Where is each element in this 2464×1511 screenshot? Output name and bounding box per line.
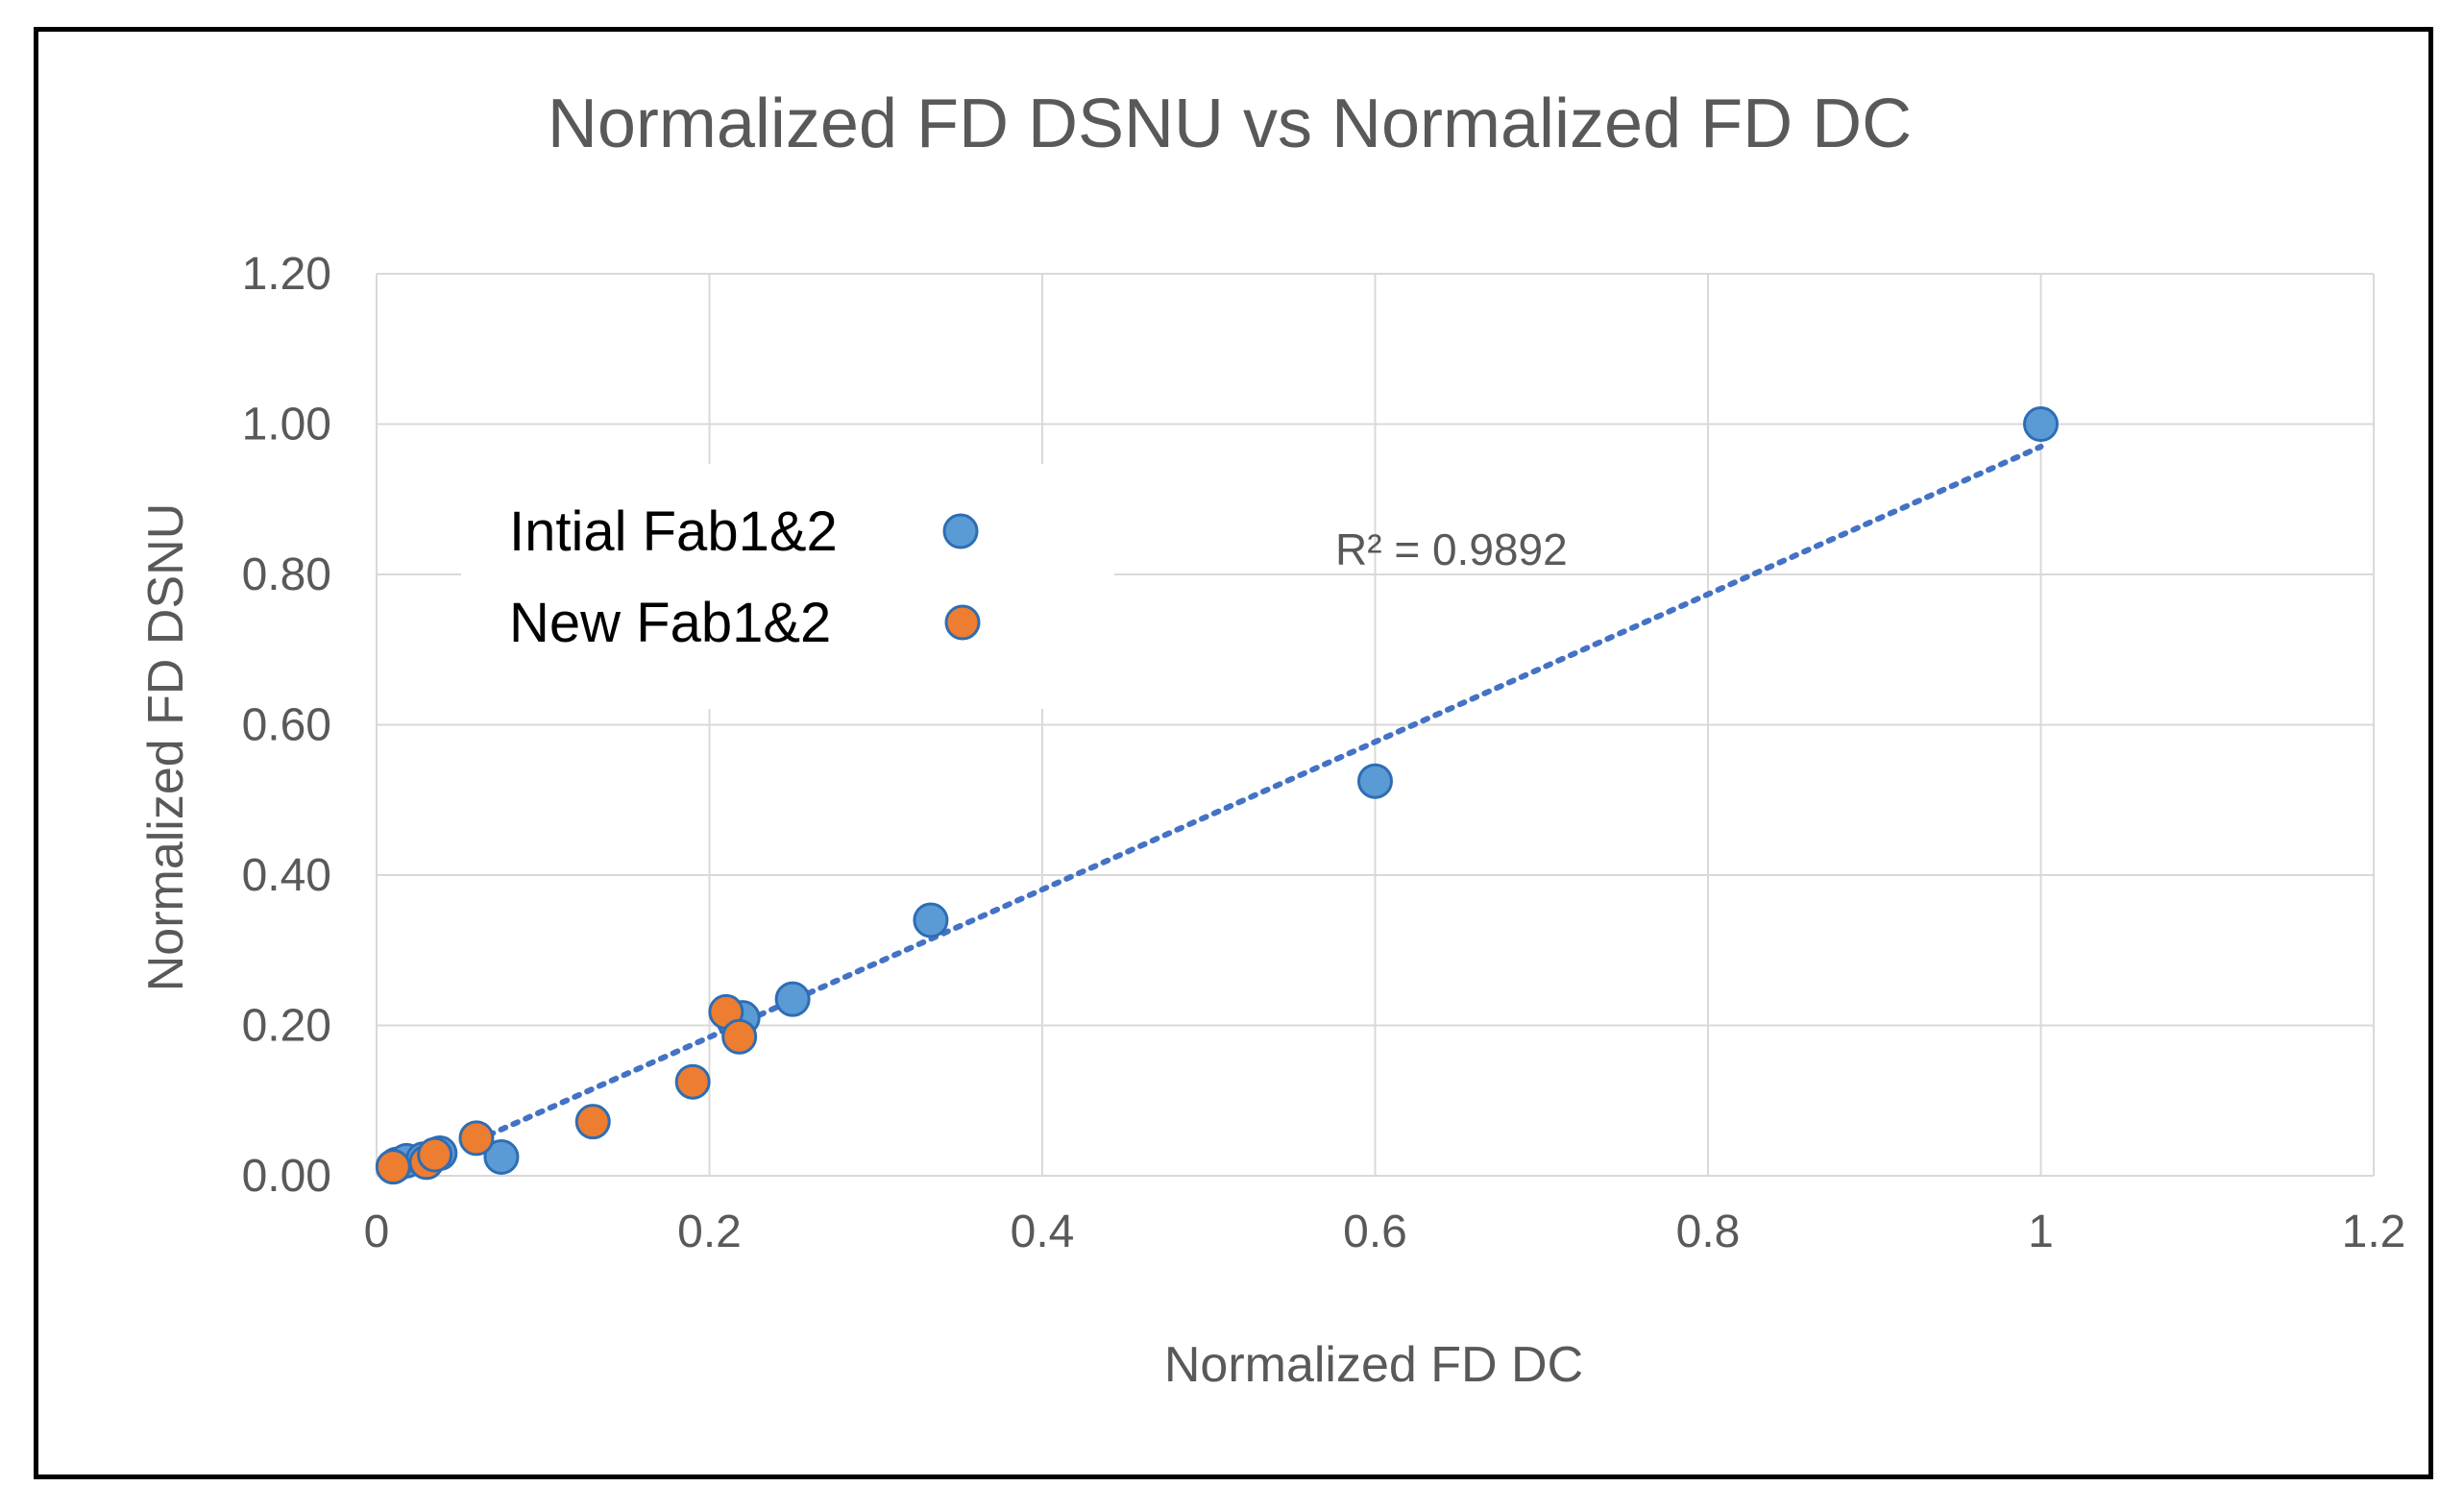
x-tick-label-2: 0.4: [1011, 1206, 1075, 1257]
y-axis-ticks: 0.00 0.20 0.40 0.60 0.80 1.00 1.20: [242, 249, 331, 1202]
x-axis-label: Normalized FD DC: [1164, 1337, 1583, 1393]
y-axis-label: Normalized FD DSNU: [138, 503, 194, 992]
x-tick-label-3: 0.6: [1343, 1206, 1407, 1257]
point-series1-7: [721, 1018, 758, 1055]
legend: Intial Fab1&2 New Fab1&2: [461, 464, 1114, 709]
x-tick-label-5: 1: [2028, 1206, 2054, 1257]
chart-title: Normalized FD DSNU vs Normalized FD DC: [548, 85, 1912, 162]
data-points: [375, 406, 2059, 1185]
point-series0-8: [913, 902, 949, 938]
x-axis-ticks: 0 0.2 0.4 0.6 0.8 1 1.2: [364, 1206, 2406, 1257]
gridlines: [376, 273, 2375, 1177]
chart-frame: Normalized FD DSNU vs Normalized FD DC 0…: [34, 27, 2433, 1479]
point-series0-9: [1357, 763, 1393, 799]
x-tick-label-4: 0.8: [1676, 1206, 1741, 1257]
point-series1-4: [574, 1104, 611, 1140]
legend-label-intial: Intial Fab1&2: [509, 500, 838, 563]
point-series0-10: [2023, 406, 2059, 442]
legend-background: [461, 464, 1114, 709]
y-tick-label-4: 0.80: [242, 549, 331, 600]
x-tick-label-0: 0: [364, 1206, 390, 1257]
legend-marker-intial: [942, 513, 979, 549]
point-series1-2: [417, 1136, 453, 1173]
point-series1-5: [674, 1063, 711, 1100]
y-tick-label-3: 0.60: [242, 700, 331, 751]
r-squared-label: R² = 0.9892: [1335, 524, 1568, 574]
point-series1-3: [458, 1120, 495, 1157]
legend-marker-new: [944, 604, 981, 641]
point-series0-4: [483, 1138, 520, 1175]
y-tick-label-1: 0.20: [242, 1001, 331, 1052]
legend-label-new: New Fab1&2: [509, 592, 831, 654]
point-series0-7: [774, 981, 811, 1017]
x-tick-label-1: 0.2: [677, 1206, 742, 1257]
y-tick-label-2: 0.40: [242, 850, 331, 901]
scatter-chart: Normalized FD DSNU vs Normalized FD DC 0…: [138, 85, 2406, 1393]
y-tick-label-0: 0.00: [242, 1151, 331, 1202]
point-series1-0: [375, 1149, 411, 1185]
x-tick-label-6: 1.2: [2342, 1206, 2406, 1257]
y-tick-label-6: 1.20: [242, 249, 331, 300]
y-tick-label-5: 1.00: [242, 400, 331, 451]
